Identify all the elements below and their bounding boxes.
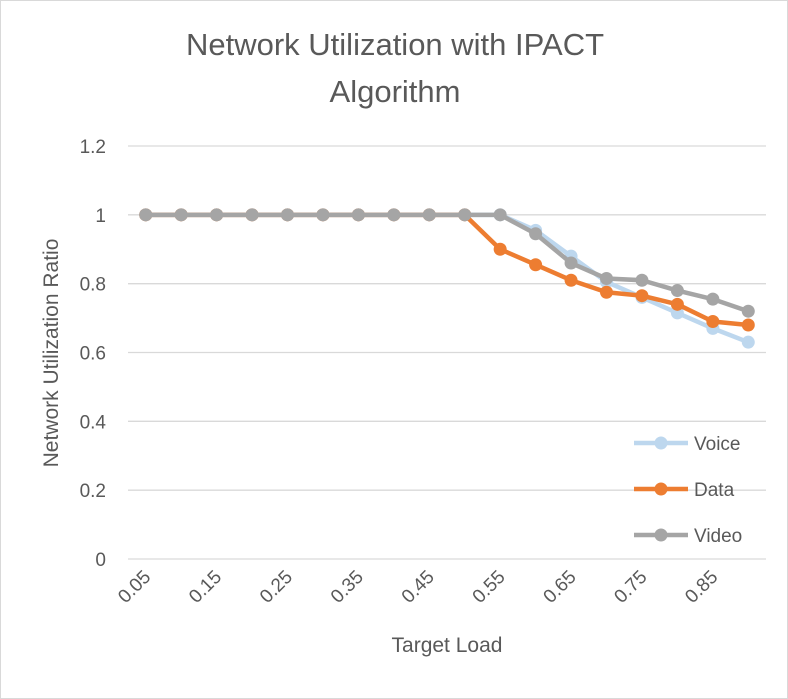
data-point — [635, 289, 649, 303]
data-point — [564, 256, 578, 270]
series-data — [139, 208, 755, 332]
y-axis-tick-labels: 0 0.2 0.4 0.6 0.8 1 1.2 — [80, 137, 107, 571]
x-axis-title: Target Load — [392, 634, 503, 657]
data-point — [706, 315, 720, 329]
data-point — [316, 208, 330, 222]
data-point — [529, 258, 543, 272]
series-voice — [139, 208, 755, 349]
data-point — [493, 242, 507, 256]
x-tick-label: 0.65 — [540, 567, 581, 608]
data-point — [210, 208, 224, 222]
data-point — [670, 297, 684, 311]
x-tick-label: 0.45 — [398, 567, 439, 608]
data-point — [174, 208, 188, 222]
data-point — [245, 208, 259, 222]
gridlines — [128, 145, 766, 560]
y-axis-title: Network Utilization Ratio — [40, 239, 63, 468]
series-video — [139, 208, 755, 318]
data-point — [706, 292, 720, 306]
data-point — [741, 335, 755, 349]
y-tick-label: 0.4 — [80, 412, 107, 433]
x-tick-label: 0.85 — [681, 567, 722, 608]
x-tick-label: 0.15 — [185, 567, 226, 608]
data-point — [422, 208, 436, 222]
y-tick-label: 1 — [95, 206, 106, 227]
data-point — [529, 227, 543, 241]
x-tick-label: 0.05 — [114, 567, 155, 608]
legend-item-voice: Voice — [634, 434, 740, 455]
x-tick-label: 0.75 — [610, 567, 651, 608]
data-point — [600, 285, 613, 299]
data-point — [741, 304, 755, 318]
legend-label: Video — [694, 526, 742, 547]
series-line — [143, 212, 751, 328]
data-point — [387, 208, 401, 222]
legend-label: Voice — [694, 434, 740, 455]
x-axis-tick-labels: 0.05 0.15 0.25 0.35 0.45 0.55 0.65 0.75 0.85 — [114, 567, 722, 608]
data-point — [670, 284, 684, 298]
x-tick-label: 0.55 — [469, 567, 510, 608]
data-point — [635, 273, 649, 287]
x-tick-label: 0.25 — [256, 567, 297, 608]
chart-title-line-1: Network Utilization with IPACT — [186, 27, 604, 62]
legend-swatch-marker — [654, 482, 668, 496]
series-line — [143, 212, 751, 314]
data-point — [139, 208, 153, 222]
y-tick-label: 1.2 — [80, 137, 106, 158]
data-point — [351, 208, 365, 222]
y-tick-label: 0.8 — [80, 275, 106, 296]
data-series — [139, 208, 755, 349]
legend-item-video: Video — [634, 526, 742, 547]
legend: Voice Data Video — [634, 434, 742, 547]
data-point — [281, 208, 294, 222]
y-tick-label: 0.2 — [80, 481, 106, 502]
data-point — [458, 208, 472, 222]
data-point — [564, 273, 578, 287]
y-tick-label: 0.6 — [80, 344, 106, 365]
chart-title-line-2: Algorithm — [330, 74, 461, 109]
y-tick-label: 0 — [95, 550, 106, 571]
data-point — [600, 272, 613, 286]
legend-label: Data — [694, 480, 735, 501]
x-tick-label: 0.35 — [327, 567, 368, 608]
legend-swatch-marker — [654, 528, 668, 542]
data-point — [741, 318, 755, 332]
data-point — [493, 208, 507, 222]
series-line — [143, 212, 751, 345]
legend-item-data: Data — [634, 480, 735, 501]
legend-swatch-marker — [654, 436, 668, 450]
